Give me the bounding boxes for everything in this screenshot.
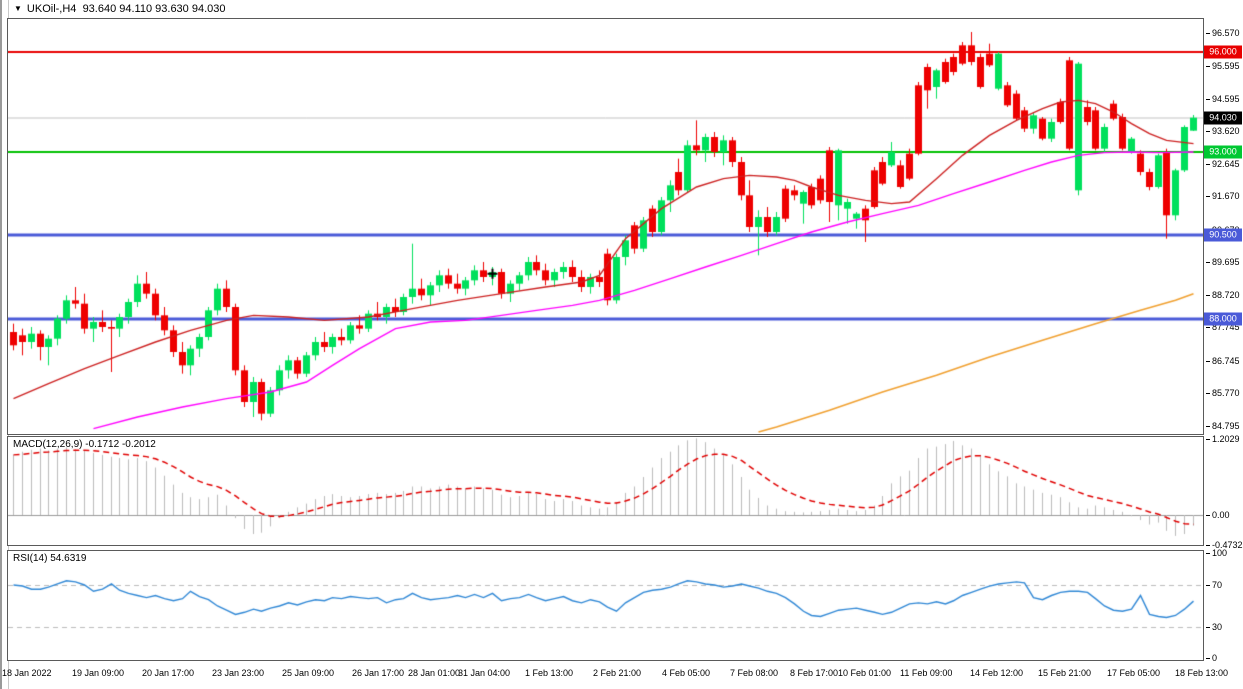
ohlc-values: 93.640 94.110 93.630 94.030 xyxy=(82,3,226,15)
price-axis-label: 95.595 xyxy=(1206,61,1240,71)
macd-chart[interactable] xyxy=(8,437,1203,545)
chevron-down-icon[interactable]: ▼ xyxy=(14,4,22,13)
time-axis-label: 18 Feb 13:00 xyxy=(1175,668,1229,678)
rsi-axis-label: 70 xyxy=(1206,580,1222,590)
rsi-label: RSI(14) 54.6319 xyxy=(13,553,87,564)
time-axis-label: 28 Jan 01:00 xyxy=(408,668,461,678)
time-axis-label: 2 Feb 21:00 xyxy=(593,668,642,678)
macd-axis-label: 1.2029 xyxy=(1206,434,1240,444)
time-axis-label: 4 Feb 05:00 xyxy=(662,668,711,678)
time-axis-label: 11 Feb 09:00 xyxy=(900,668,953,678)
time-axis-label: 1 Feb 13:00 xyxy=(525,668,574,678)
price-axis-label: 87.745 xyxy=(1206,322,1240,332)
rsi-axis-label: 100 xyxy=(1206,548,1227,558)
chart-title: ▼ UKOil-,H4 93.640 94.110 93.630 94.030 xyxy=(14,3,226,15)
price-axis-label: 88.720 xyxy=(1206,290,1240,300)
price-badge: 90.500 xyxy=(1204,228,1242,242)
price-axis-label: 85.770 xyxy=(1206,388,1240,398)
rsi-chart[interactable] xyxy=(8,551,1203,660)
price-badge: 88.000 xyxy=(1204,312,1242,326)
price-axis-label: 91.670 xyxy=(1206,191,1240,201)
time-axis-label: 19 Jan 09:00 xyxy=(72,668,125,678)
macd-axis-label: -0.4732 xyxy=(1206,540,1243,550)
time-axis-label: 7 Feb 08:00 xyxy=(730,668,779,678)
time-axis-label: 15 Feb 21:00 xyxy=(1038,668,1092,678)
price-badge: 94.030 xyxy=(1204,111,1242,125)
rsi-panel[interactable]: RSI(14) 54.6319 xyxy=(7,550,1204,661)
time-axis-label: 20 Jan 17:00 xyxy=(142,668,195,678)
price-axis-label: 93.620 xyxy=(1206,126,1240,136)
price-badge: 93.000 xyxy=(1204,145,1242,159)
time-axis-label: 17 Feb 05:00 xyxy=(1107,668,1161,678)
time-axis-label: 26 Jan 17:00 xyxy=(352,668,405,678)
symbol-period-label: UKOil-,H4 xyxy=(26,3,77,15)
rsi-axis-label: 0 xyxy=(1206,653,1217,663)
price-badge: 96.000 xyxy=(1204,45,1242,59)
macd-axis-label: 0.00 xyxy=(1206,510,1230,520)
candlestick-chart[interactable] xyxy=(8,19,1203,434)
time-axis-label: 31 Jan 04:00 xyxy=(458,668,511,678)
time-axis-label: 23 Jan 23:00 xyxy=(212,668,265,678)
price-axis-label: 84.795 xyxy=(1206,421,1240,431)
time-axis-label: 25 Jan 09:00 xyxy=(282,668,335,678)
time-axis-label: 8 Feb 17:00 xyxy=(790,668,839,678)
time-axis-label: 10 Feb 01:00 xyxy=(838,668,892,678)
price-axis-label: 96.570 xyxy=(1206,28,1240,38)
price-axis-label: 86.745 xyxy=(1206,356,1240,366)
rsi-axis-label: 30 xyxy=(1206,622,1222,632)
macd-panel[interactable]: MACD(12,26,9) -0.1712 -0.2012 xyxy=(7,436,1204,546)
price-chart-panel[interactable] xyxy=(7,18,1204,435)
price-axis-label: 89.695 xyxy=(1206,257,1240,267)
price-axis-label: 94.595 xyxy=(1206,94,1240,104)
price-axis-label: 92.645 xyxy=(1206,159,1240,169)
macd-label: MACD(12,26,9) -0.1712 -0.2012 xyxy=(13,439,156,450)
time-axis-label: 14 Feb 12:00 xyxy=(970,668,1024,678)
time-axis-label: 18 Jan 2022 xyxy=(2,668,52,678)
